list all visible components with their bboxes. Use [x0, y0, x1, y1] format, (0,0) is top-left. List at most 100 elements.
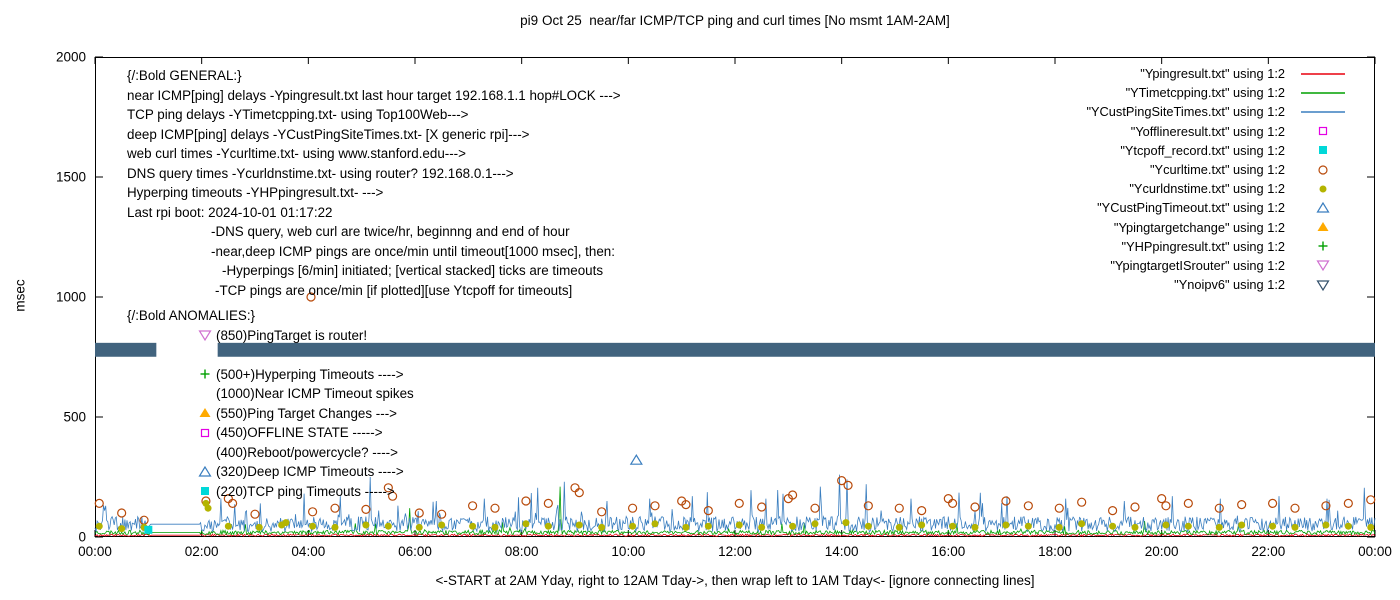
anomaly-row: (220)TCP ping Timeouts ----->: [127, 482, 414, 502]
anomaly-text: (450)OFFLINE STATE ----->: [216, 425, 383, 440]
anomaly-text: (550)Ping Target Changes --->: [216, 405, 397, 421]
legend-key-triangle-open-icon: [1294, 200, 1352, 216]
anomaly-nabla-open-icon: [198, 328, 216, 343]
anomaly-row: (400)Reboot/powercycle? ---->: [127, 443, 414, 463]
series-line-YTimetcpping.txt: [94, 486, 1376, 537]
legend-item: "Yofflineresult.txt" using 1:2: [1086, 122, 1352, 141]
annotation-line: TCP ping delays -YTimetcpping.txt- using…: [127, 107, 469, 122]
legend-key-line-icon: [1294, 66, 1352, 82]
anomaly-text: (500+)Hyperping Timeouts ---->: [216, 366, 404, 382]
anomaly-square-open-icon: [198, 425, 216, 440]
series-scatter-Ycurltime.txt: [94, 292, 1376, 525]
legend-item-label: "Ypingresult.txt" using 1:2: [1140, 66, 1285, 82]
legend-item: "Ycurldnstime.txt" using 1:2: [1086, 179, 1352, 198]
anomaly-text: (220)TCP ping Timeouts ----->: [216, 483, 395, 499]
x-tick-label: 00:00: [78, 544, 112, 559]
annotation-line: web curl times -Ycurltime.txt- using www…: [127, 146, 466, 161]
x-tick-label: 10:00: [611, 544, 645, 559]
legend-item-label: "Yofflineresult.txt" using 1:2: [1130, 123, 1285, 139]
legend-item: "Ypingresult.txt" using 1:2: [1086, 64, 1352, 83]
anomaly-square-filled-icon: [198, 484, 216, 499]
legend-item-label: "Ypingtargetchange" using 1:2: [1113, 219, 1285, 235]
legend-key-line-icon: [1294, 85, 1352, 101]
x-tick-label: 02:00: [185, 544, 219, 559]
series-line-YCustPingSiteTimes.txt: [94, 474, 1376, 533]
legend-item-label: "Ycurldnstime.txt" using 1:2: [1129, 181, 1285, 197]
x-tick-label: 08:00: [505, 544, 539, 559]
anomaly-row: (1000)Near ICMP Timeout spikes: [127, 384, 414, 404]
legend-key-line-icon: [1294, 104, 1352, 120]
legend-item: "Ypingtargetchange" using 1:2: [1086, 218, 1352, 237]
y-tick-label: 1500: [56, 170, 86, 185]
y-axis-label: msec: [12, 279, 28, 312]
annotation-line: -TCP pings are once/min [if plotted][use…: [215, 282, 573, 298]
anomaly-row: (850)PingTarget is router!: [127, 326, 414, 346]
annotation-line: DNS query times -Ycurldnstime.txt- using…: [127, 165, 514, 181]
legend-item-label: "Ycurltime.txt" using 1:2: [1150, 162, 1285, 178]
x-tick-label: 04:00: [291, 544, 325, 559]
legend-item: "YpingtargetISrouter" using 1:2: [1086, 256, 1352, 275]
x-tick-label: 22:00: [1251, 544, 1285, 559]
y-tick-label: 500: [63, 410, 86, 425]
annotation-line: Hyperping timeouts -YHPpingresult.txt- -…: [127, 185, 384, 200]
legend-key-square-filled-icon: [1294, 142, 1352, 158]
anomaly-no-marker: [198, 386, 216, 401]
annotation-line: deep ICMP[ping] delays -YCustPingSiteTim…: [127, 126, 530, 142]
anomalies-annotations: {/:Bold ANOMALIES:} (850)PingTarget is ro…: [127, 306, 414, 501]
legend-key-square-open-icon: [1294, 123, 1352, 139]
legend-item-label: "YpingtargetISrouter" using 1:2: [1110, 257, 1285, 273]
y-axis-ticks: 0 500 1000 1500 2000: [56, 50, 1375, 545]
anomaly-row: (450)OFFLINE STATE ----->: [127, 423, 414, 443]
anomaly-text: (400)Reboot/powercycle? ---->: [216, 444, 398, 460]
legend-item-label: "Ytcpoff_record.txt" using 1:2: [1120, 142, 1285, 158]
anomaly-plus-icon: [198, 367, 216, 382]
x-tick-label: 12:00: [718, 544, 752, 559]
noipv6-band: [95, 342, 1376, 357]
legend-item-label: "YCustPingSiteTimes.txt" using 1:2: [1086, 104, 1285, 120]
anomaly-row: (320)Deep ICMP Timeouts ---->: [127, 462, 414, 482]
legend-item: "Ytcpoff_record.txt" using 1:2: [1086, 141, 1352, 160]
anomaly-text: (1000)Near ICMP Timeout spikes: [216, 386, 414, 401]
legend-item-label: "YCustPingTimeout.txt" using 1:2: [1097, 200, 1285, 216]
legend-item-label: "YHPpingresult.txt" using 1:2: [1121, 238, 1285, 254]
anomaly-text: (320)Deep ICMP Timeouts ---->: [216, 464, 404, 479]
legend-key-circle-filled-icon: [1294, 181, 1352, 197]
chart-title: pi9 Oct 25 near/far ICMP/TCP ping and cu…: [520, 13, 950, 28]
x-axis-ticks: 00:00 02:00 04:00 06:00 08:00 10:00 12:00 14:00…: [78, 57, 1392, 559]
general-annotations: {/:Bold GENERAL:} near ICMP[ping] delays …: [127, 66, 621, 300]
legend-item-label: "YTimetcpping.txt" using 1:2: [1125, 85, 1285, 101]
annotation-line: -Hyperpings [6/min] initiated; [vertical…: [222, 263, 604, 278]
anomaly-row: (500+)Hyperping Timeouts ---->: [127, 365, 414, 385]
legend-item: "YCustPingTimeout.txt" using 1:2: [1086, 198, 1352, 217]
anomaly-no-marker: [198, 445, 216, 460]
legend-key-plus-icon: [1294, 238, 1352, 254]
legend-key-circle-open-icon: [1294, 162, 1352, 178]
anomaly-triangle-open-icon: [198, 464, 216, 479]
anomalies-header: {/:Bold ANOMALIES:}: [127, 308, 256, 323]
legend-item: "Ynoipv6" using 1:2: [1086, 275, 1352, 294]
legend-item-label: "Ynoipv6" using 1:2: [1174, 277, 1285, 293]
legend-item: "YHPpingresult.txt" using 1:2: [1086, 237, 1352, 256]
legend-key-triangle-filled-icon: [1294, 219, 1352, 235]
annotation-line: near ICMP[ping] delays -Ypingresult.txt …: [127, 87, 621, 103]
legend: "Ypingresult.txt" using 1:2 "YTimetcpping…: [1086, 64, 1352, 294]
anomaly-text: (850)PingTarget is router!: [216, 327, 368, 343]
legend-key-nabla-open-icon: [1294, 257, 1352, 273]
x-tick-label: 14:00: [825, 544, 859, 559]
y-tick-label: 1000: [56, 290, 86, 305]
legend-item: "YCustPingSiteTimes.txt" using 1:2: [1086, 102, 1352, 121]
x-tick-label: 20:00: [1145, 544, 1179, 559]
legend-item: "YTimetcpping.txt" using 1:2: [1086, 83, 1352, 102]
x-tick-label: 16:00: [931, 544, 965, 559]
annotation-line: -near,deep ICMP pings are once/min until…: [211, 243, 615, 259]
y-tick-label: 0: [78, 530, 86, 545]
x-axis-label: <-START at 2AM Yday, right to 12AM Tday-…: [435, 573, 1035, 588]
annotation-line: {/:Bold GENERAL:}: [127, 68, 242, 83]
series-scatter-YCustPingTimeout.txt: [629, 454, 643, 465]
anomaly-no-marker: [198, 347, 216, 362]
legend-key-nabla-open-icon: [1294, 277, 1352, 293]
x-tick-label: 18:00: [1038, 544, 1072, 559]
anomaly-row: (550)Ping Target Changes --->: [127, 404, 414, 424]
